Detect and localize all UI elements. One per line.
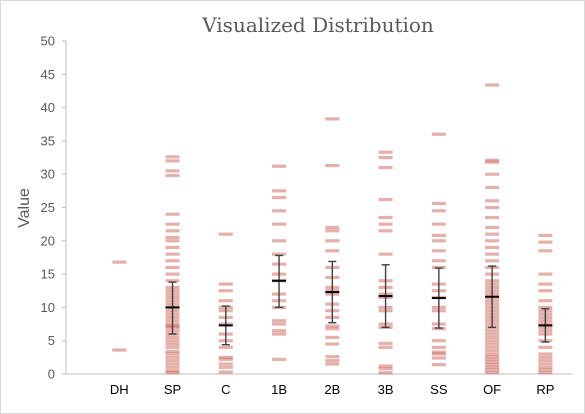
y-tick-label: 50 xyxy=(41,34,55,49)
y-tick-label: 30 xyxy=(41,167,55,182)
x-tick-label: DH xyxy=(110,382,129,397)
x-tick-label: 1B xyxy=(271,382,287,397)
x-tick-label: SP xyxy=(164,382,181,397)
y-tick-label: 25 xyxy=(41,200,55,215)
x-tick-label: 3B xyxy=(378,382,394,397)
y-tick-label: 0 xyxy=(48,367,55,382)
x-tick-label: RP xyxy=(536,382,554,397)
chart-title: Visualized Distribution xyxy=(201,13,434,37)
y-tick-label: 40 xyxy=(41,100,55,115)
y-tick-label: 10 xyxy=(41,300,55,315)
x-tick-label: SS xyxy=(430,382,448,397)
y-tick-label: 35 xyxy=(41,133,55,148)
y-tick-label: 5 xyxy=(48,333,55,348)
x-tick-label: 2B xyxy=(324,382,340,397)
x-tick-label: C xyxy=(221,382,230,397)
x-tick-label: OF xyxy=(483,382,501,397)
y-axis-label: Value xyxy=(16,188,33,228)
y-tick-label: 15 xyxy=(41,267,55,282)
plot-area: 0 5 10 15 20 25 30 35 40 45 50 DH SP C 1B 2B 3B SS OF RP xyxy=(41,34,572,397)
y-tick-label: 45 xyxy=(41,67,55,82)
y-tick-label: 20 xyxy=(41,233,55,248)
